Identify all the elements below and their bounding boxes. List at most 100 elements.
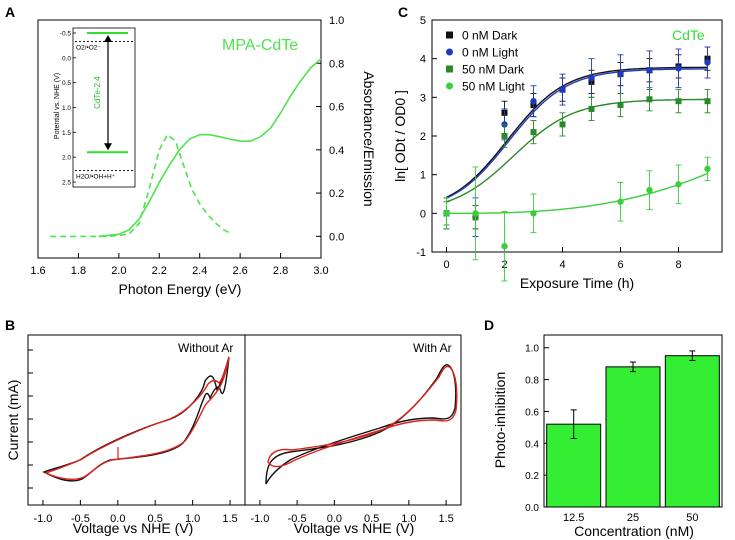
c-xtick-label-0: 0 xyxy=(443,259,449,271)
panel-a-ylabel: Absorbance/Emission xyxy=(361,71,377,206)
panel-c-title: CdTe xyxy=(672,27,705,43)
d-ytick-label-1: 0.2 xyxy=(525,471,539,482)
panel-b2-xlabel: Voltage vs NHE (V) xyxy=(294,520,415,536)
panel-a-xlabel: Photon Energy (eV) xyxy=(119,281,242,297)
c-point-0-nm-light-3 xyxy=(530,98,537,105)
c-xtick-label-3: 6 xyxy=(617,259,623,271)
b1-xtick-label-5: 1.5 xyxy=(222,513,237,525)
panel-c-legend: 0 nM Dark 0 nM Light 50 nM Dark 50 nM Light xyxy=(446,29,525,94)
panel-a: 1.6 1.8 2.0 2.2 2.4 2.6 2.8 3.0 0.0 0.2 0.4 0.6 0.8… xyxy=(30,15,377,297)
c-ytick-label-6: 5 xyxy=(420,15,426,27)
c-fit-0-nm-dark xyxy=(446,66,708,199)
a-xtick-label-7: 3.0 xyxy=(313,265,328,277)
band-gap-label: CdTe-2.4 xyxy=(93,76,102,109)
panel-d: 0.0 0.2 0.4 0.6 0.8 1.0 12.5 25 50 Concentratio… xyxy=(492,334,723,539)
o2-redox-label: O2/•O2⁻ xyxy=(76,44,101,51)
panel-c-xticks: 02468 xyxy=(443,247,682,271)
c-point-0-nm-light-7 xyxy=(646,67,653,74)
a-xtick-label-0: 1.6 xyxy=(30,265,45,277)
panel-label-d: D xyxy=(484,317,494,333)
panel-a-yticks: 0.0 0.2 0.4 0.6 0.8 1.0 xyxy=(316,15,344,243)
inset-ytick-label-1: 0.0 xyxy=(62,55,71,62)
panel-c-xlabel: Exposure Time (h) xyxy=(520,275,634,291)
panel-label-c: C xyxy=(398,4,408,20)
c-point-0-nm-light-8 xyxy=(675,65,682,72)
a-ytick-label-2: 0.4 xyxy=(329,145,344,157)
c-xtick-label-4: 8 xyxy=(675,259,681,271)
d-ytick-label-5: 1.0 xyxy=(525,344,539,355)
d-ytick-label-4: 0.8 xyxy=(525,376,539,387)
c-point-0-nm-light-5 xyxy=(588,74,595,82)
a-xtick-label-4: 2.4 xyxy=(192,265,207,277)
inset-ytick-label-5: 2.0 xyxy=(62,155,71,162)
c-ytick-label-2: 1 xyxy=(420,170,426,182)
a-ytick-label-4: 0.8 xyxy=(329,58,344,70)
c-legend-marker-50-nm-dark xyxy=(446,65,453,73)
a-xtick-label-1: 1.8 xyxy=(71,265,86,277)
panel-c-ylabel: ln[ ODt / OD0 ] xyxy=(392,90,408,182)
panel-d-bars: 12.5 25 50 xyxy=(546,350,720,524)
c-legend-marker-50-nm-light xyxy=(446,82,453,90)
b1-xtick-label-3: 0.5 xyxy=(148,513,163,525)
panel-b2-frame xyxy=(244,334,462,506)
c-xtick-label-2: 4 xyxy=(559,259,565,271)
cv-with-ar-red xyxy=(267,365,458,468)
b2-xtick-label-0: -1.0 xyxy=(250,513,269,525)
a-ytick-label-1: 0.2 xyxy=(329,188,344,200)
panel-b2-xticks: -1.0 -0.5 0.0 0.5 1.0 1.5 xyxy=(250,500,454,525)
inset-ytick-label-6: 2.5 xyxy=(62,180,71,187)
panel-b1-curves xyxy=(42,356,230,482)
a-series-emission xyxy=(50,133,233,238)
c-ytick-label-3: 2 xyxy=(420,131,426,143)
c-legend-label-50-nm-dark: 50 nM Dark xyxy=(462,63,525,77)
a-xtick-label-6: 2.8 xyxy=(273,265,288,277)
c-point-50-nm-dark-2 xyxy=(501,133,508,139)
c-legend-label-0-nm-dark: 0 nM Dark xyxy=(462,29,518,43)
cv-without-ar-red xyxy=(44,356,230,480)
c-legend-marker-0-nm-dark xyxy=(446,31,453,39)
panel-b-ylabel: Current (mA) xyxy=(5,380,21,461)
panel-b: -1.0 -0.5 0.0 0.5 1.0 1.5 -1.0 -0.5 0.0 0.5 1.0 1.… xyxy=(5,334,462,536)
b1-xtick-label-1: -0.5 xyxy=(71,513,90,525)
d-category-label-12.5: 12.5 xyxy=(563,512,584,524)
b2-xtick-label-5: 1.5 xyxy=(438,513,453,525)
panel-b2-title: With Ar xyxy=(413,341,452,355)
d-bar-50 xyxy=(664,355,720,508)
c-point-50-nm-light-6 xyxy=(675,181,682,188)
a-ytick-label-0: 0.0 xyxy=(329,231,344,243)
panel-a-title: MPA-CdTe xyxy=(222,37,298,54)
b2-xtick-label-3: 0.5 xyxy=(364,513,379,525)
c-fit-0-nm-light xyxy=(446,68,708,199)
panel-b2-curves xyxy=(265,364,458,485)
c-point-50-nm-light-3 xyxy=(530,210,537,217)
a-xtick-label-3: 2.2 xyxy=(152,265,167,277)
cv-without-ar-black xyxy=(42,356,230,482)
h2o-redox-label: H2O/•OH+H⁺ xyxy=(76,174,116,181)
inset-ytick-label-3: 1.0 xyxy=(62,105,71,112)
a-series-absorbance xyxy=(98,58,322,238)
panel-c-points xyxy=(443,46,711,282)
a-xtick-label-5: 2.6 xyxy=(232,265,247,277)
a-ytick-label-5: 1.0 xyxy=(329,15,344,27)
inset-ytick-label-4: 1.5 xyxy=(62,130,71,137)
panel-b1-title: Without Ar xyxy=(178,341,233,355)
panel-c-yticks: -1 0 1 2 3 4 5 xyxy=(416,15,437,259)
c-point-50-nm-dark-5 xyxy=(588,105,595,112)
panel-a-xticks: 1.6 1.8 2.0 2.2 2.4 2.6 2.8 3.0 xyxy=(30,253,329,277)
c-point-50-nm-light-2 xyxy=(501,243,508,250)
c-point-50-nm-dark-6 xyxy=(617,102,624,109)
panel-a-frame xyxy=(37,19,322,259)
c-point-0-nm-light-6 xyxy=(617,70,624,78)
b2-xtick-label-2: 0.0 xyxy=(327,513,342,525)
c-point-50-nm-light-0 xyxy=(443,210,450,217)
inset-ytick-label-0: -0.5 xyxy=(60,31,72,38)
c-ytick-label-0: -1 xyxy=(416,247,426,259)
c-point-50-nm-dark-7 xyxy=(646,96,653,103)
panel-a-series xyxy=(50,58,322,238)
panel-b1-xlabel: Voltage vs NHE (V) xyxy=(73,520,194,536)
inset-yticks: -0.5 0.0 0.5 1.0 1.5 2.0 2.5 xyxy=(60,31,76,187)
panel-a-inset: -0.5 0.0 0.5 1.0 1.5 2.0 2.5 Potential vs. NHE… xyxy=(54,27,136,188)
panel-b1-xticks: -1.0 -0.5 0.0 0.5 1.0 1.5 xyxy=(33,500,238,525)
